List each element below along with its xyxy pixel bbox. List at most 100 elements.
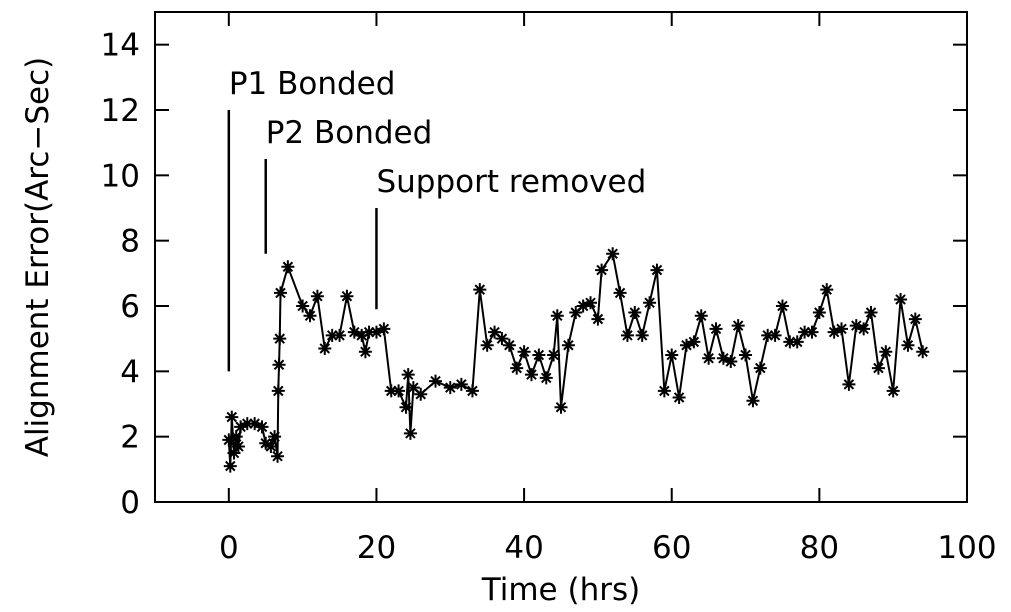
data-point [347,325,361,339]
data-point [901,338,915,352]
data-point [576,299,590,313]
data-point [248,417,262,431]
data-point [273,286,287,300]
data-point [694,309,708,323]
data-point [665,348,679,362]
data-point [650,263,664,277]
data-point [879,345,893,359]
y-tick-label: 10 [101,158,140,194]
data-point [480,338,494,352]
data-point [234,420,248,434]
data-point [620,328,634,342]
data-point [724,355,738,369]
data-point [406,381,420,395]
data-point [502,338,516,352]
data-point [358,345,372,359]
data-point [857,322,871,336]
data-point [454,377,468,391]
data-point [746,394,760,408]
data-point [443,381,457,395]
data-point [657,384,671,398]
data-point [264,439,278,453]
data-point [231,439,245,453]
data-point [591,312,605,326]
data-point [783,335,797,349]
data-point [716,351,730,365]
data-point [384,384,398,398]
data-point [739,348,753,362]
data-point [709,322,723,336]
data-point [820,283,834,297]
data-point [318,341,332,355]
data-point [272,358,286,372]
data-point [871,361,885,375]
data-point [584,296,598,310]
data-point [916,345,930,359]
x-tick-label: 100 [937,530,996,566]
data-point [273,332,287,346]
data-point [805,325,819,339]
data-point [229,430,243,444]
x-tick-label: 80 [800,530,839,566]
data-point [775,299,789,313]
data-point [835,322,849,336]
data-point [864,306,878,320]
y-tick-label: 14 [101,28,140,64]
data-point [401,368,415,382]
data-point [488,325,502,339]
x-tick-label: 60 [652,530,691,566]
data-point [753,361,767,375]
data-point [281,260,295,274]
data-point [561,338,575,352]
y-tick-label: 4 [120,354,140,390]
data-point [259,436,273,450]
data-point [790,335,804,349]
data-point [403,426,417,440]
x-tick-label: 20 [357,530,396,566]
y-axis-label: Alignment Error(Arc−Sec) [20,57,56,458]
data-point [362,325,376,339]
data-point [495,332,509,346]
y-tick-label: 6 [120,289,140,325]
plot-frame [154,11,968,503]
annotation-label: P1 Bonded [229,66,396,102]
data-point [223,459,237,473]
data-point [271,384,285,398]
data-point [240,417,254,431]
data-point [731,319,745,333]
data-point [340,289,354,303]
data-point [377,322,391,336]
data-point [465,384,479,398]
data-point [761,328,775,342]
data-point [271,449,285,463]
data-point [628,306,642,320]
y-tick-label: 8 [120,224,140,260]
data-point [392,384,406,398]
data-point [225,410,239,424]
annotation-label: P2 Bonded [266,115,433,151]
data-point [842,377,856,391]
data-point [635,328,649,342]
data-point [643,296,657,310]
data-point [369,325,383,339]
data-point [325,328,339,342]
data-point [532,348,546,362]
data-point [303,309,317,323]
data-point [554,400,568,414]
data-point [473,283,487,297]
data-line [227,251,924,467]
data-point [414,387,428,401]
data-point [679,338,693,352]
data-point [547,348,561,362]
data-point [569,306,583,320]
y-tick-label: 2 [120,420,140,456]
data-point [595,263,609,277]
data-point [429,374,443,388]
data-point [539,371,553,385]
data-point [606,247,620,261]
data-point [672,390,686,404]
data-point [908,312,922,326]
data-point [517,345,531,359]
data-point [886,384,900,398]
data-point [355,328,369,342]
